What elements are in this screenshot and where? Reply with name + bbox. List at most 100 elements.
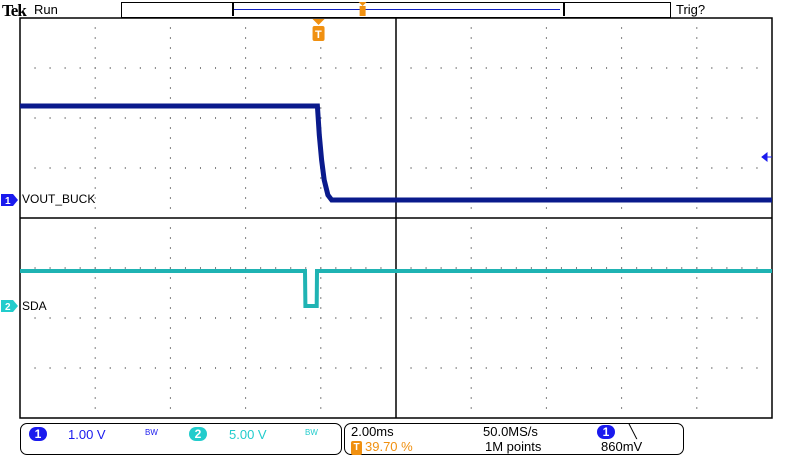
grid-dot (365, 367, 367, 369)
grid-dot (696, 407, 698, 409)
grid-dot (560, 67, 562, 69)
grid-dot (169, 407, 171, 409)
grid-dot (545, 257, 547, 259)
grid-dot (636, 117, 638, 119)
grid-dot (696, 357, 698, 359)
grid-dot (545, 207, 547, 209)
grid-dot (94, 367, 96, 369)
grid-dot (771, 167, 773, 169)
grid-dot (184, 67, 186, 69)
grid-dot (621, 247, 623, 249)
grid-dot (380, 267, 382, 269)
grid-dot (169, 67, 171, 69)
grid-dot (410, 117, 412, 119)
ch1-badge[interactable]: 1 (29, 427, 47, 441)
grid-dot (530, 67, 532, 69)
grid-dot (94, 197, 96, 199)
grid-dot (184, 367, 186, 369)
grid-dot (575, 267, 577, 269)
grid-dot (545, 337, 547, 339)
grid-dot (621, 17, 623, 19)
grid-dot (169, 247, 171, 249)
grid-dot (545, 247, 547, 249)
trigger-source-badge[interactable]: 1 (597, 425, 615, 439)
grid-dot (94, 217, 96, 219)
grid-dot (425, 117, 427, 119)
grid-dot (425, 317, 427, 319)
grid-dot (696, 317, 698, 319)
grid-dot (335, 117, 337, 119)
grid-dot (470, 207, 472, 209)
grid-dot (756, 317, 758, 319)
grid-dot (771, 67, 773, 69)
grid-dot (681, 67, 683, 69)
grid-dot (455, 367, 457, 369)
grid-dot (711, 367, 713, 369)
grid-dot (154, 67, 156, 69)
grid-dot (470, 107, 472, 109)
grid-dot (485, 367, 487, 369)
grid-dot (545, 367, 547, 369)
trigger-position-arrow (312, 19, 325, 25)
grid-dot (64, 67, 66, 69)
grid-dot (94, 257, 96, 259)
time-per-div[interactable]: 2.00ms (351, 424, 394, 439)
grid-dot (245, 137, 247, 139)
grid-dot (395, 317, 397, 319)
grid-dot (545, 37, 547, 39)
grid-dot (245, 27, 247, 29)
acquisition-state[interactable]: Run (34, 2, 58, 17)
grid-dot (470, 157, 472, 159)
grid-dot (741, 367, 743, 369)
grid-dot (621, 187, 623, 189)
trigger-level[interactable]: 860mV (601, 439, 643, 454)
grid-dot (606, 267, 608, 269)
ch2-badge[interactable]: 2 (189, 427, 207, 441)
grid-dot (320, 357, 322, 359)
grid-dot (440, 367, 442, 369)
grid-dot (696, 37, 698, 39)
grid-dot (139, 117, 141, 119)
trigger-position[interactable]: 39.70 % (365, 439, 413, 454)
vertical-settings[interactable]: 1 1.00 V BW 2 5.00 V BW (20, 423, 342, 455)
grid-dot (320, 47, 322, 49)
grid-dot (545, 97, 547, 99)
grid-dot (696, 257, 698, 259)
grid-dot (696, 337, 698, 339)
grid-dot (500, 67, 502, 69)
grid-dot (470, 387, 472, 389)
grid-dot (350, 167, 352, 169)
grid-dot (245, 97, 247, 99)
ch2-scale[interactable]: 5.00 V (229, 427, 267, 442)
grid-dot (19, 117, 21, 119)
grid-dot (545, 317, 547, 319)
grid-dot (320, 227, 322, 229)
grid-dot (230, 267, 232, 269)
ch2-marker-label: 2 (5, 302, 11, 313)
grid-dot (696, 107, 698, 109)
trigger-slope-falling-icon: ╲ (629, 424, 637, 439)
grid-dot (94, 27, 96, 29)
grid-dot (245, 147, 247, 149)
grid-dot (79, 367, 81, 369)
grid-dot (545, 177, 547, 179)
grid-dot (320, 217, 322, 219)
grid-dot (425, 267, 427, 269)
grid-dot (320, 247, 322, 249)
grid-dot (726, 367, 728, 369)
grid-dot (245, 47, 247, 49)
grid-dot (470, 327, 472, 329)
grid-dot (19, 267, 21, 269)
grid-dot (124, 67, 126, 69)
grid-dot (470, 277, 472, 279)
grid-dot (591, 167, 593, 169)
grid-dot (169, 187, 171, 189)
ch1-scale[interactable]: 1.00 V (68, 427, 106, 442)
grid-dot (606, 317, 608, 319)
grid-dot (305, 167, 307, 169)
grid-dot (64, 367, 66, 369)
grid-dot (169, 207, 171, 209)
grid-dot (696, 297, 698, 299)
grid-dot (545, 67, 547, 69)
horizontal-trigger-settings[interactable]: 2.00ms 50.0MS/s 1 ╲ T 39.70 % 1M points … (344, 423, 684, 455)
